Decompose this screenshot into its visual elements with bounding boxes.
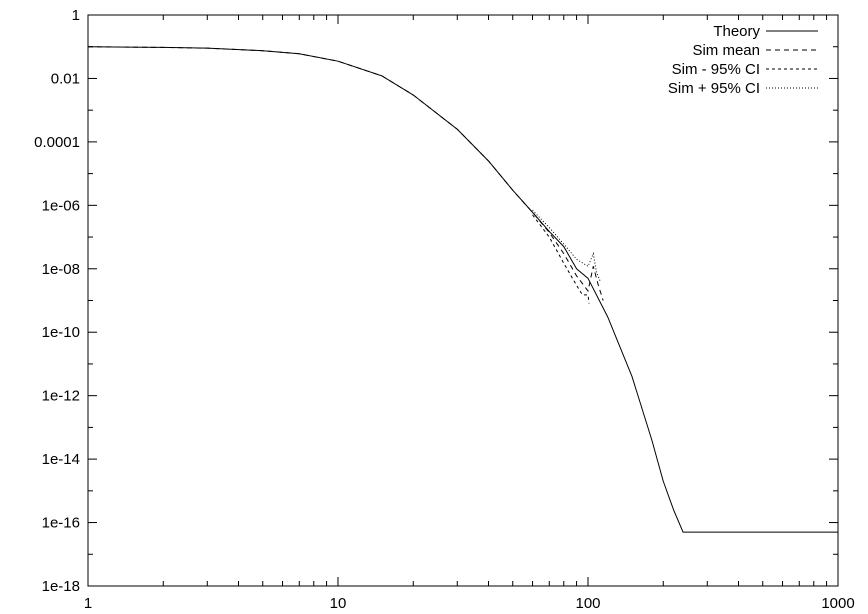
x-tick-label: 1	[84, 595, 92, 612]
y-tick-label: 1e-14	[42, 451, 80, 468]
legend: Theory Sim mean Sim - 95% CI Sim + 95% CI	[668, 23, 818, 97]
legend-label: Theory	[713, 23, 760, 40]
series-line	[532, 214, 590, 304]
series-line	[532, 209, 601, 282]
y-tick-label: 1e-10	[42, 324, 80, 341]
x-tick-label: 100	[575, 595, 600, 612]
y-tick-label: 1e-16	[42, 515, 80, 532]
y-tick-label: 1	[72, 7, 80, 24]
series-line	[87, 46, 604, 301]
legend-label: Sim + 95% CI	[668, 80, 760, 97]
y-tick-label: 1e-06	[42, 197, 80, 214]
x-tick-label: 1000	[821, 595, 854, 612]
x-tick-label: 10	[330, 595, 347, 612]
y-tick-label: 0.0001	[34, 134, 80, 151]
axis-ticks	[87, 14, 839, 587]
plot-frame	[87, 14, 839, 587]
legend-label: Sim mean	[692, 42, 760, 59]
tick-labels: 1 10 100 1000 1 0.01 0.0001 1e-06 1e-08 1e-10 1e-1…	[34, 7, 855, 612]
y-tick-label: 1e-12	[42, 388, 80, 405]
series-line	[87, 46, 838, 533]
y-tick-label: 1e-18	[42, 578, 80, 595]
y-tick-label: 1e-08	[42, 261, 80, 278]
legend-label: Sim - 95% CI	[672, 61, 760, 78]
series-lines	[87, 46, 838, 533]
y-tick-label: 0.01	[51, 70, 80, 87]
